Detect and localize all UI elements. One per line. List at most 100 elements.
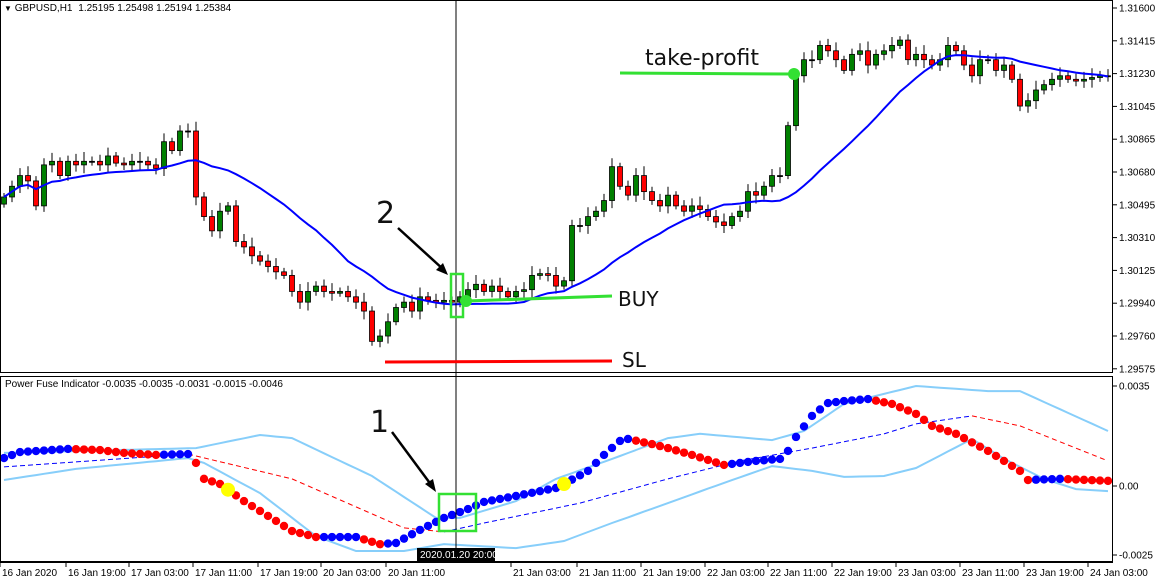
indicator-dot	[399, 534, 409, 543]
signal-dashed-segment	[3, 465, 13, 468]
time-tick-label: 22 Jan 19:00	[834, 568, 892, 579]
signal-dashed-segment	[939, 418, 949, 421]
indicator-dot	[447, 510, 457, 520]
indicator-dot	[143, 450, 153, 459]
candle-body	[129, 160, 135, 166]
signal-dot	[557, 477, 571, 492]
candle-body	[633, 175, 639, 196]
candle-body	[297, 291, 303, 303]
signal-dashed-segment	[43, 463, 53, 465]
signal-dashed-segment	[1027, 428, 1037, 433]
take-profit-point	[788, 68, 800, 80]
signal-dashed-segment	[83, 460, 93, 462]
signal-dashed-segment	[123, 457, 133, 460]
signal-dashed-segment	[915, 422, 925, 425]
signal-dashed-segment	[315, 488, 325, 494]
signal-dashed-segment	[219, 461, 229, 465]
indicator-dot	[1079, 475, 1089, 485]
time-tick-label: 21 Jan 11:00	[579, 568, 637, 579]
candle-body	[385, 321, 391, 337]
indicator-dot	[831, 397, 841, 407]
candle-body	[945, 45, 951, 61]
signal-dashed-segment	[483, 520, 493, 524]
signal-dashed-segment	[19, 464, 29, 467]
signal-dashed-segment	[131, 456, 141, 459]
indicator-dot	[79, 445, 89, 454]
indicator-dot	[919, 415, 929, 425]
candle-body	[1073, 78, 1079, 82]
triangle-down-icon[interactable]: ▼	[4, 4, 12, 13]
price-pane-border	[0, 0, 1113, 373]
signal-dashed-segment	[539, 509, 549, 512]
candle-body	[553, 275, 559, 287]
signal-dashed-segment	[947, 417, 957, 420]
candle-body	[225, 205, 231, 212]
candle-body	[321, 285, 327, 292]
candle-body	[993, 59, 999, 71]
indicator-dot	[423, 521, 433, 531]
annotations: take-profit BUY SL 2 1	[370, 46, 800, 533]
indicator-dot	[967, 438, 977, 447]
indicator-dot	[647, 439, 657, 449]
candle-body	[145, 160, 151, 166]
candle-body	[697, 205, 703, 210]
time-tick-label: 17 Jan 19:00	[260, 568, 318, 579]
time-tick-label: 20 Jan 11:00	[388, 568, 446, 579]
candle-body	[289, 275, 295, 292]
indicator-dot	[199, 474, 209, 484]
price-tick-label: 1.30125	[1119, 266, 1156, 277]
candle-body	[489, 285, 495, 292]
crosshair-time-box	[417, 548, 495, 561]
marker-2-label: 2	[376, 196, 395, 231]
candle-body	[201, 196, 207, 217]
candle-body	[185, 130, 191, 133]
signal-dashed-segment	[859, 436, 869, 440]
indicator-dot	[55, 445, 65, 454]
indicator-dot	[871, 396, 881, 405]
indicator-dot	[1087, 476, 1097, 485]
indicator-dot	[663, 443, 673, 453]
candle-body	[89, 160, 95, 163]
indicator-dot	[295, 528, 305, 538]
candle-body	[793, 75, 799, 127]
price-pane[interactable]	[1, 34, 1111, 348]
candle-body	[729, 216, 735, 226]
indicator-dot	[71, 445, 81, 454]
signal-dashed-segment	[1043, 434, 1053, 440]
price-tick-label: 1.30310	[1119, 233, 1156, 244]
indicator-dot	[95, 445, 105, 455]
indicator-dot	[527, 488, 537, 497]
candle-body	[153, 164, 159, 169]
candle-body	[617, 166, 623, 187]
indicator-dot	[335, 532, 345, 542]
signal-dashed-segment	[491, 519, 501, 522]
indicator-dot	[927, 421, 937, 431]
indicator-dot	[103, 446, 113, 456]
indicator-dot	[0, 453, 9, 463]
indicator-pane[interactable]	[0, 384, 1113, 552]
time-tick-label: 16 Jan 2020	[2, 568, 57, 579]
indicator-tick-label: 0.00	[1119, 482, 1139, 493]
signal-dashed-segment	[403, 527, 413, 530]
signal-dashed-segment	[635, 484, 645, 489]
candle-body	[881, 50, 887, 55]
indicator-dot	[63, 444, 73, 454]
signal-dashed-segment	[243, 466, 253, 470]
upper-band-line	[3, 384, 1109, 519]
candle-body	[217, 210, 223, 232]
candle-body	[953, 45, 959, 52]
candle-body	[1089, 77, 1095, 80]
signal-dot	[221, 482, 235, 497]
candle-body	[137, 160, 143, 163]
signal-dashed-segment	[531, 510, 541, 514]
signal-dashed-segment	[339, 499, 349, 504]
indicator-dot	[959, 433, 969, 443]
signal-dashed-segment	[683, 472, 693, 476]
signal-dashed-segment	[267, 472, 277, 476]
signal-dashed-segment	[115, 458, 125, 460]
candle-body	[1001, 64, 1007, 71]
signal-dashed-segment	[971, 415, 981, 419]
signal-dashed-segment	[499, 517, 509, 521]
candle-body	[1, 196, 7, 205]
